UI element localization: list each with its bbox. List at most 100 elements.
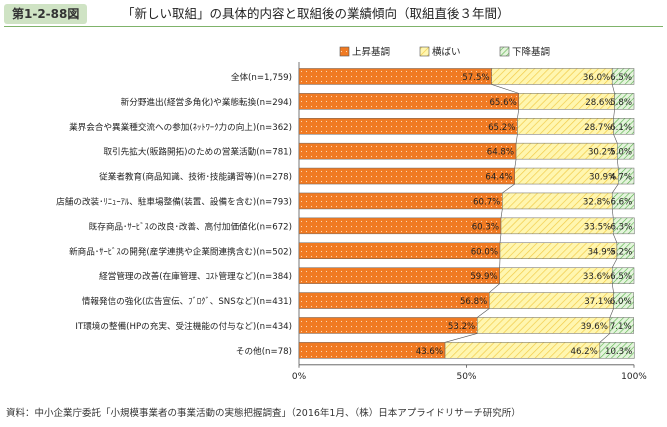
bar-value-down: 6.5% [610,272,632,282]
bar-value-down: 6.6% [610,197,632,207]
category-label: 取引先拡大(販路開拓)のための営業活動(n=781) [103,146,292,158]
bar-value-down: 10.3% [605,347,632,357]
bar-down [616,242,635,259]
bar-value-down: 5.0% [610,148,632,158]
bar-value-up: 65.6% [489,98,516,108]
legend-swatch-flat [419,46,430,57]
category-label: IT環境の整備(HPの充実、受注機能の付与など)(n=434) [75,320,292,332]
stacked-bar-chart: 上昇基調 横ばい 下降基調 0% 50% 100% 全体(n=1,759) 57.5% 36.0… [56,46,647,382]
header-rule [4,26,663,27]
series-connector-line [611,208,614,218]
bar-value-up: 57.5% [462,73,489,83]
bar-value-up: 56.8% [460,297,487,307]
series-connector-line [500,208,503,218]
bar-value-up: 65.2% [488,123,515,133]
bar-value-down: 6.5% [610,73,632,83]
bar-value-up: 60.3% [472,222,499,232]
bar-value-flat: 39.6% [581,322,608,332]
series-connector-line [491,84,519,94]
series-connector-line [613,134,618,144]
x-tick-label: 50% [456,372,476,382]
series-connector-line [444,333,478,343]
bar-value-up: 43.6% [416,347,443,357]
bar-value-up: 60.7% [473,197,500,207]
series-connector-line [609,308,614,318]
bar-value-up: 60.0% [471,247,498,257]
series-connector-line [612,233,618,243]
series-connector-line [611,283,614,293]
bar-value-up: 64.4% [485,173,512,183]
series-connector-line [611,84,615,94]
category-label: 情報発信の強化(広告宣伝、ﾌﾞﾛｸﾞ、SNSなど)(n=431) [82,295,292,307]
bar-up [298,118,518,135]
series-connector-line [477,308,490,318]
x-tick-label: 0% [292,372,307,382]
category-label: 業界会合や異業種交流への参加(ﾈｯﾄﾜｰｸ力の向上)(n=362) [69,121,292,133]
legend-label-down: 下降基調 [512,46,550,58]
series-connector-line [517,109,520,119]
bar-value-flat: 37.1% [584,297,611,307]
bar-value-flat: 30.2% [588,148,615,158]
bar-down [611,267,635,284]
category-label: 新商品･ｻｰﾋﾞｽの開発(産学連携や企業間連携含む)(n=502) [69,245,292,257]
legend-label-flat: 横ばい [432,46,461,58]
series-connector-line [499,233,502,243]
bar-value-flat: 28.7% [584,123,611,133]
series-connector-line [515,134,518,144]
series-connector-line [616,159,619,169]
series-connector-line [599,333,611,343]
figure-header: 第1-2-88図 「新しい取組」の具体的内容と取組後の業績傾向（取組直後３年間） [0,0,667,27]
series-connector-line [611,183,619,194]
bar-value-down: 6.3% [610,222,632,232]
bar-value-flat: 33.5% [584,222,611,232]
bar-value-flat: 30.9% [589,173,616,183]
series-connector-line [611,258,618,268]
legend-item-down: 下降基調 [499,46,550,58]
category-label: 既存商品･ｻｰﾋﾞｽの改良･改善、高付加価値化(n=672) [89,220,292,232]
bar-value-flat: 33.6% [583,272,610,282]
bar-value-down: 4.7% [610,173,632,183]
figure-number: 第1-2-88図 [4,4,88,24]
bar-up [298,192,503,210]
bar-value-flat: 32.8% [583,197,610,207]
category-label: その他(n=78) [236,345,292,357]
category-label: 新分野進出(経営多角化)や業態転換(n=294) [121,96,292,108]
legend-label-up: 上昇基調 [352,46,390,58]
bar-value-down: 6.0% [610,297,632,307]
bar-value-flat: 34.9% [588,247,615,257]
legend-item-up: 上昇基調 [339,46,390,58]
bar-value-flat: 46.2% [571,347,598,357]
category-label: 店舗の改装･ﾘﾆｭｰｱﾙ、駐車場整備(装置、設備を含む)(n=793) [56,195,292,207]
legend-swatch-down [499,46,510,57]
x-tick-label: 100% [621,372,647,382]
bar-down [617,142,635,160]
bar-value-flat: 36.0% [583,73,610,83]
category-label: 経営管理の改善(在庫管理、ｺｽﾄ管理など)(n=384) [99,270,292,282]
series-connector-line [613,109,615,119]
series-connector-line [514,159,517,169]
bar-down [609,317,634,334]
bar-down [611,68,635,85]
bar-value-down: 7.1% [610,322,632,332]
bar-up [298,142,517,160]
bar-value-down: 5.8% [610,98,632,108]
legend-item-flat: 横ばい [419,46,461,58]
bar-value-up: 64.8% [487,148,514,158]
bar-value-up: 59.9% [470,272,497,282]
source-note: 資料：中小企業庁委託「小規模事業者の事業活動の実態把握調査」（2016年1月、（… [6,408,521,419]
bar-down [611,192,635,210]
bar-up [298,93,520,110]
bar-down [612,217,635,235]
category-label: 従業者教育(商品知識、技術･技能講習等)(n=278) [99,171,292,183]
bar-down [614,93,635,110]
bar-value-up: 53.2% [448,322,475,332]
figure-title: 「新しい取組」の具体的内容と取組後の業績傾向（取組直後３年間） [122,6,510,21]
category-label: 全体(n=1,759) [231,71,292,83]
bar-value-down: 6.1% [610,123,632,133]
bar-down [618,167,635,185]
bar-down [599,342,635,359]
bar-down [613,292,634,309]
bar-value-down: 5.2% [610,247,632,257]
series-connector-line [489,283,500,293]
series-connector-line [502,183,515,194]
